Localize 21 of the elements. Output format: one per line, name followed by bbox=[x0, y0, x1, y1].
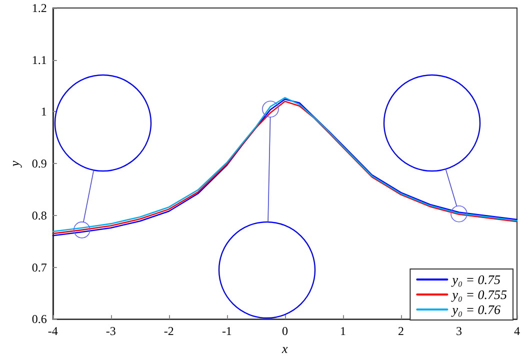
x-tick-label: 0 bbox=[282, 324, 288, 338]
x-tick-label: 4 bbox=[514, 324, 520, 338]
y-axis-title: y bbox=[7, 160, 22, 168]
x-tick-label: 3 bbox=[456, 324, 462, 338]
y-tick-label: 1.2 bbox=[32, 1, 47, 15]
y-tick-label: 0.9 bbox=[32, 156, 47, 171]
legend-label: y₀ = 0.76 bbox=[450, 302, 501, 317]
x-tick-label: 2 bbox=[398, 324, 404, 338]
x-axis-title: x bbox=[281, 341, 288, 356]
x-tick-label: 1 bbox=[340, 324, 346, 338]
y-tick-label: 1 bbox=[40, 104, 47, 119]
x-tick-label: -2 bbox=[164, 324, 174, 338]
legend-label: y₀ = 0.755 bbox=[450, 287, 508, 302]
x-tick-label: -4 bbox=[48, 324, 58, 338]
y-tick-label: 0.7 bbox=[32, 260, 47, 274]
legend-label: y₀ = 0.75 bbox=[450, 272, 501, 287]
y-tick-label: 1.1 bbox=[32, 52, 47, 67]
x-tick-label: -1 bbox=[222, 324, 232, 338]
y-tick-label: 0.8 bbox=[32, 208, 47, 222]
y-tick-label: 0.6 bbox=[32, 312, 47, 326]
x-tick-label: -3 bbox=[106, 324, 116, 338]
